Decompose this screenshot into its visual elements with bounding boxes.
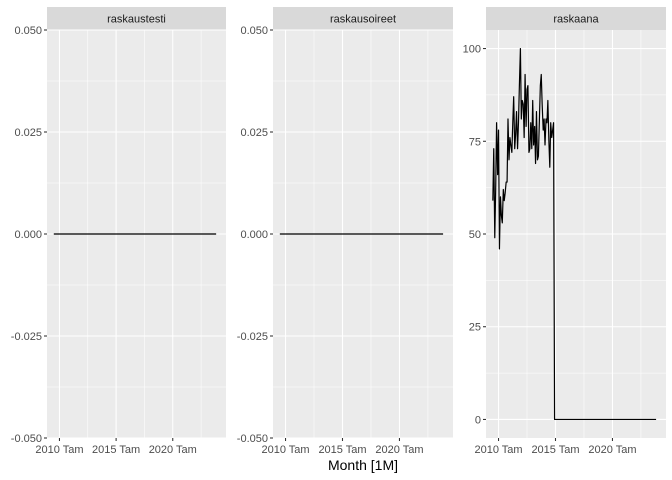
y-tick-label: 75 (469, 136, 481, 148)
y-tick-label: -0.025 (11, 331, 42, 343)
x-tick-label: 2010 Tam (35, 444, 83, 456)
y-tick-label: 0 (475, 414, 481, 426)
y-tick-label: -0.025 (237, 331, 268, 343)
y-tick-label: -0.050 (11, 433, 42, 445)
y-tick-label: 25 (469, 322, 481, 334)
facet-strip (273, 7, 453, 30)
y-tick-label: 100 (463, 44, 481, 56)
y-tick-label: 0.025 (240, 127, 268, 139)
y-tick-label: 0.050 (14, 25, 42, 37)
x-tick-label: 2010 Tam (474, 444, 522, 456)
y-tick-label: -0.050 (237, 433, 268, 445)
x-axis-title: Month [1M] (328, 457, 398, 473)
y-tick-label: 0.050 (240, 25, 268, 37)
y-tick-label: 0.000 (240, 229, 268, 241)
facet-strip-label: raskaana (553, 14, 599, 26)
x-tick-label: 2015 Tam (318, 444, 366, 456)
y-tick-label: 0.025 (14, 127, 42, 139)
facet-strip (486, 7, 666, 30)
facet-strip (47, 7, 226, 30)
x-tick-label: 2020 Tam (375, 444, 423, 456)
x-tick-label: 2020 Tam (588, 444, 636, 456)
x-tick-label: 2015 Tam (92, 444, 140, 456)
series-line (492, 47, 657, 421)
y-tick-label: 0.000 (14, 229, 42, 241)
x-tick-label: 2010 Tam (261, 444, 309, 456)
x-tick-label: 2020 Tam (149, 444, 197, 456)
facet-strip-label: raskaustesti (107, 14, 166, 26)
x-tick-label: 2015 Tam (531, 444, 579, 456)
y-tick-label: 50 (469, 229, 481, 241)
facet-strip-label: raskausoireet (330, 14, 396, 26)
